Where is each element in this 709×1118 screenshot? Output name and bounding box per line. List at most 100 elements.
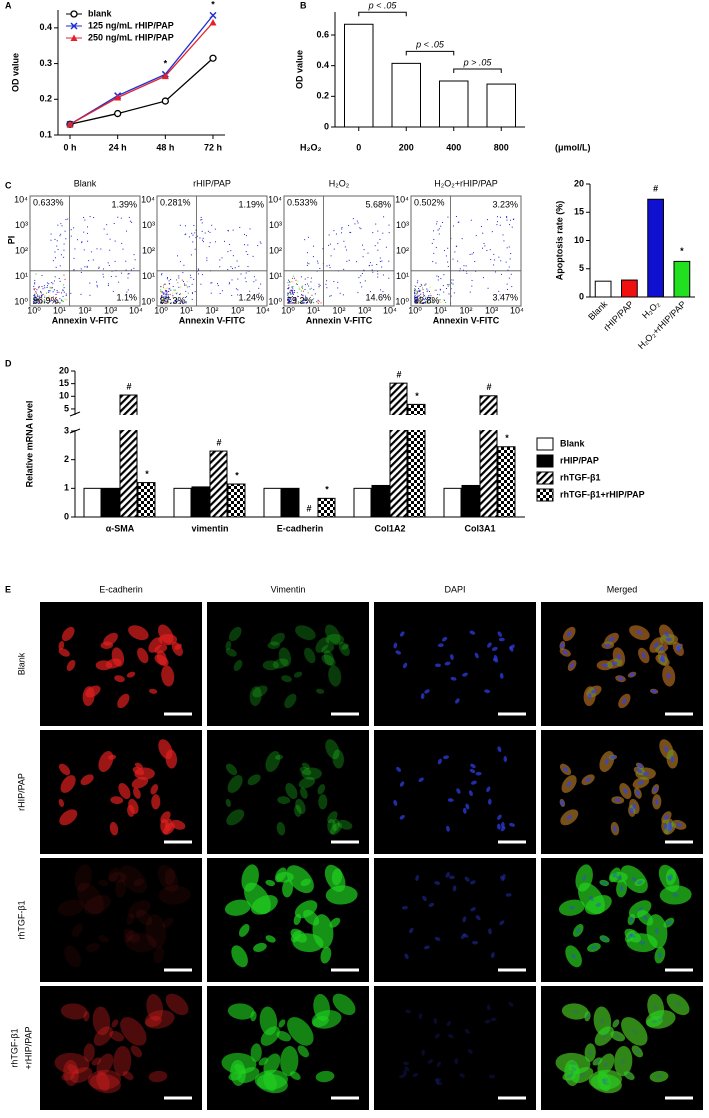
dot	[169, 283, 171, 285]
bar	[191, 486, 210, 518]
dot	[329, 295, 331, 297]
cell	[111, 1019, 119, 1028]
dot	[55, 266, 57, 268]
bar	[227, 483, 246, 518]
cell	[162, 917, 174, 928]
cell	[427, 1059, 434, 1064]
dot	[98, 266, 100, 268]
dot	[342, 294, 344, 296]
cell	[161, 665, 175, 687]
dot	[106, 224, 108, 226]
dot	[506, 216, 508, 218]
y-tick-label: 0.1	[39, 129, 52, 139]
dot	[201, 274, 203, 276]
dot	[317, 260, 319, 262]
dot	[33, 302, 35, 304]
dot	[46, 287, 48, 289]
dot	[40, 291, 42, 293]
dot	[185, 290, 187, 292]
dot	[437, 276, 439, 278]
dot	[425, 283, 427, 285]
cell	[569, 1061, 576, 1066]
dot	[202, 241, 204, 243]
dot	[427, 296, 429, 298]
cell	[634, 1048, 640, 1054]
dot	[448, 284, 450, 286]
dot	[493, 253, 495, 255]
cell	[434, 936, 441, 941]
cell	[672, 893, 679, 897]
dot	[301, 297, 303, 299]
dot	[167, 296, 169, 298]
x-tick-label: 10¹	[307, 305, 320, 315]
cell	[156, 650, 167, 666]
dot	[179, 293, 181, 295]
dot	[51, 287, 53, 289]
dot	[164, 283, 166, 285]
significance-marker: *	[505, 433, 509, 443]
dot	[290, 302, 292, 304]
dot	[293, 297, 295, 299]
dot	[301, 301, 303, 303]
cell	[329, 917, 341, 928]
point	[114, 109, 122, 118]
cell	[250, 1043, 262, 1062]
cell	[603, 1061, 609, 1068]
point	[66, 120, 74, 128]
dot	[304, 288, 306, 290]
dot	[439, 288, 441, 290]
dot	[52, 283, 54, 285]
cell	[225, 798, 231, 807]
x-tick-label: 10⁰	[27, 305, 41, 315]
dot	[164, 302, 166, 304]
cell	[286, 865, 314, 894]
dot	[303, 298, 305, 300]
dot	[486, 219, 488, 221]
dot	[297, 296, 299, 298]
cell	[659, 885, 692, 905]
dot	[318, 286, 320, 288]
dot	[418, 290, 420, 292]
cell	[341, 643, 349, 650]
dot	[451, 282, 453, 284]
dot	[292, 287, 294, 289]
dot	[309, 288, 311, 290]
bar	[371, 484, 390, 518]
dot	[288, 300, 290, 302]
dot	[40, 299, 42, 301]
dot	[422, 302, 424, 304]
cell	[148, 688, 158, 694]
dot	[372, 271, 374, 273]
cell	[247, 774, 261, 786]
dot	[81, 241, 83, 243]
dot	[341, 226, 343, 228]
cell	[663, 917, 675, 928]
plot-frame	[156, 195, 268, 307]
cell	[295, 798, 306, 815]
dot	[290, 290, 292, 292]
cell	[424, 945, 430, 950]
dot	[505, 261, 507, 263]
dot	[43, 300, 45, 302]
dot	[333, 281, 335, 283]
dot	[166, 278, 168, 280]
dot	[182, 280, 184, 282]
dot	[57, 301, 59, 303]
dot	[426, 290, 428, 292]
cell	[437, 758, 442, 765]
y-tick-label: 10⁰	[268, 296, 282, 306]
cell	[561, 1003, 589, 1020]
cell	[622, 698, 627, 704]
dot	[422, 287, 424, 289]
cell	[558, 899, 585, 916]
bar	[391, 62, 421, 128]
cell	[249, 686, 262, 707]
cell	[297, 1045, 309, 1058]
dot	[60, 233, 62, 235]
dot	[36, 300, 38, 302]
dot	[185, 284, 187, 286]
dot	[343, 240, 345, 242]
cell	[572, 924, 584, 937]
dot	[165, 300, 167, 302]
